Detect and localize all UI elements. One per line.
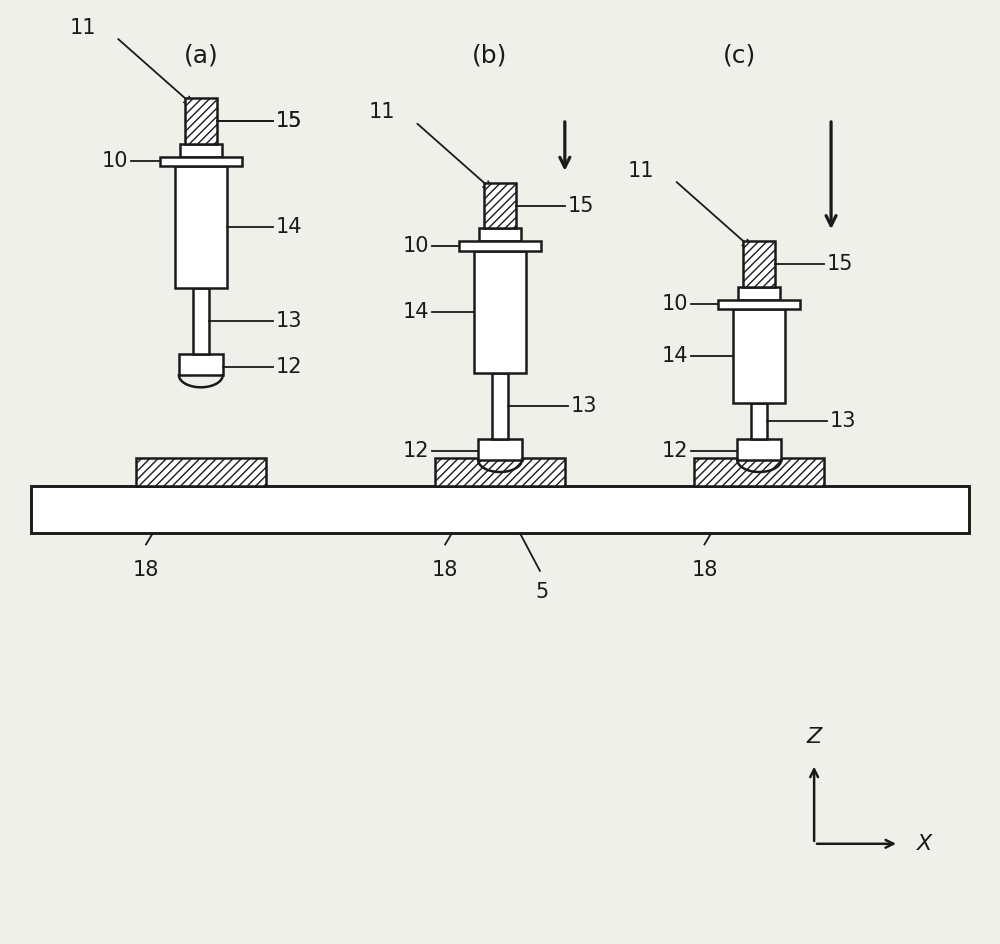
Bar	[738, 287, 780, 300]
Bar	[175, 166, 227, 289]
Bar	[193, 289, 209, 354]
Text: 11: 11	[628, 160, 655, 181]
Text: 12: 12	[276, 357, 302, 377]
Text: 10: 10	[403, 236, 429, 256]
Text: X: X	[917, 834, 932, 853]
Text: 10: 10	[102, 151, 128, 172]
Bar	[474, 251, 526, 373]
Bar	[435, 458, 565, 486]
Text: 5: 5	[535, 582, 549, 602]
Bar	[737, 439, 781, 460]
Text: 13: 13	[571, 396, 597, 416]
Text: 15: 15	[568, 195, 594, 215]
Bar	[31, 486, 969, 533]
Text: 10: 10	[662, 295, 688, 314]
Text: 18: 18	[691, 560, 718, 580]
Text: 18: 18	[133, 560, 159, 580]
Text: 15: 15	[276, 111, 302, 131]
Text: 15: 15	[827, 254, 854, 274]
Bar	[751, 403, 767, 439]
Bar	[179, 354, 223, 375]
Text: 14: 14	[403, 302, 429, 322]
Text: 12: 12	[403, 441, 429, 462]
Text: 18: 18	[432, 560, 458, 580]
Text: Z: Z	[806, 727, 822, 747]
Text: 13: 13	[276, 312, 302, 331]
Bar	[743, 242, 775, 287]
Bar	[185, 98, 217, 143]
Text: 15: 15	[276, 111, 302, 131]
Bar	[160, 157, 242, 166]
Bar	[694, 458, 824, 486]
Text: 11: 11	[369, 103, 395, 123]
Text: (c): (c)	[723, 43, 756, 68]
Bar	[733, 310, 785, 403]
Bar	[136, 458, 266, 486]
Text: 13: 13	[830, 412, 857, 431]
Bar	[479, 228, 521, 242]
Bar	[459, 242, 541, 251]
Text: 14: 14	[276, 217, 302, 237]
Text: 14: 14	[662, 346, 688, 366]
Text: (a): (a)	[183, 43, 218, 68]
Bar	[718, 300, 800, 310]
Text: (b): (b)	[472, 43, 508, 68]
Text: 11: 11	[70, 18, 96, 38]
Bar	[492, 373, 508, 439]
Text: 12: 12	[662, 441, 688, 462]
Bar	[484, 183, 516, 228]
Bar	[180, 143, 222, 157]
Bar	[478, 439, 522, 460]
